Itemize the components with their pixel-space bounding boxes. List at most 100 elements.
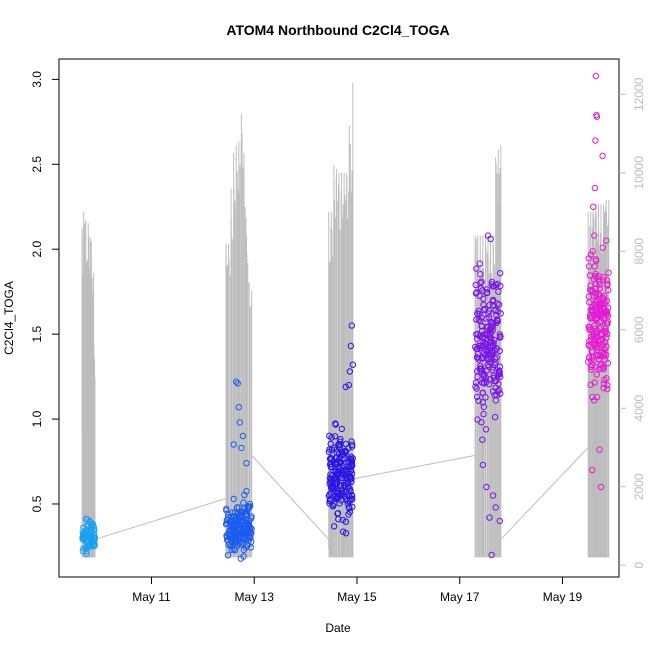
- data-point: [489, 388, 497, 395]
- data-point: [496, 347, 503, 355]
- data-point: [597, 324, 605, 331]
- data-point: [80, 531, 87, 538]
- data-point: [604, 282, 611, 289]
- data-point: [347, 467, 355, 474]
- data-point: [597, 337, 604, 344]
- data-point: [484, 289, 491, 296]
- data-point: [599, 244, 606, 251]
- data-point: [246, 517, 253, 524]
- data-point: [480, 403, 487, 411]
- data-point: [340, 482, 348, 489]
- data-point: [228, 536, 236, 543]
- data-point: [592, 344, 600, 352]
- data-point: [236, 419, 244, 426]
- data-point: [489, 492, 497, 499]
- data-point: [327, 484, 335, 492]
- data-point: [493, 391, 500, 399]
- data-point: [477, 342, 484, 349]
- data-point: [336, 443, 343, 450]
- data-point: [496, 386, 503, 394]
- x-tick-label: May 19: [543, 590, 583, 604]
- data-point: [83, 550, 90, 558]
- data-point: [586, 354, 593, 361]
- data-point: [232, 515, 239, 523]
- data-point: [339, 464, 347, 471]
- data-point: [342, 383, 349, 390]
- data-point: [475, 316, 483, 323]
- data-point: [493, 354, 500, 361]
- data-point: [325, 448, 333, 455]
- data-point: [479, 399, 486, 406]
- data-point: [342, 530, 350, 537]
- data-point: [485, 307, 493, 315]
- data-point: [590, 397, 598, 404]
- data-point: [238, 528, 245, 535]
- data-point: [604, 304, 612, 311]
- data-point: [588, 366, 595, 373]
- data-point: [597, 483, 605, 491]
- data-point: [223, 517, 231, 524]
- data-point: [591, 301, 598, 308]
- data-point: [348, 322, 355, 329]
- data-point: [345, 444, 352, 452]
- data-point: [591, 263, 598, 270]
- data-point: [335, 474, 342, 481]
- data-point: [480, 301, 487, 308]
- data-point: [588, 306, 596, 314]
- data-point: [238, 444, 245, 452]
- y2-tick-label: 10000: [632, 156, 646, 190]
- data-point: [496, 517, 503, 525]
- data-point: [494, 318, 501, 325]
- data-point: [593, 327, 600, 335]
- data-point: [237, 534, 244, 541]
- data-point: [347, 342, 354, 350]
- data-point: [331, 500, 338, 507]
- data-point: [472, 281, 479, 289]
- data-point: [483, 286, 491, 293]
- data-point: [326, 475, 334, 482]
- data-point: [487, 326, 494, 333]
- data-point: [592, 256, 599, 263]
- data-point: [599, 152, 606, 160]
- data-point: [592, 303, 600, 310]
- data-point: [604, 308, 611, 316]
- altitude-transit-line: [94, 498, 227, 540]
- data-point: [230, 530, 238, 537]
- data-point: [587, 363, 595, 370]
- data-point: [596, 285, 604, 292]
- data-point: [486, 514, 493, 521]
- data-point: [342, 518, 349, 525]
- data-point: [326, 497, 333, 505]
- data-point: [474, 416, 481, 423]
- altitude-transit-line: [352, 454, 476, 480]
- data-point: [589, 466, 596, 474]
- data-point: [480, 295, 487, 302]
- data-point: [601, 353, 608, 360]
- data-point: [601, 376, 608, 384]
- data-point: [346, 505, 353, 512]
- data-point: [347, 474, 355, 481]
- data-point: [232, 529, 239, 536]
- data-point: [593, 314, 601, 321]
- data-point: [587, 381, 594, 388]
- x-tick-label: May 15: [337, 590, 377, 604]
- data-point: [341, 471, 348, 479]
- data-point: [596, 281, 603, 288]
- data-point: [598, 362, 605, 369]
- data-point: [491, 413, 499, 421]
- data-point: [473, 289, 480, 296]
- data-point: [90, 523, 98, 531]
- data-point: [595, 355, 602, 363]
- data-point: [478, 323, 485, 330]
- data-point: [487, 319, 495, 326]
- data-point: [586, 286, 594, 294]
- data-point: [487, 334, 495, 342]
- y2-tick-label: 8000: [632, 238, 646, 265]
- data-point: [596, 292, 604, 299]
- data-point: [490, 374, 498, 382]
- data-point: [604, 312, 612, 320]
- data-point: [327, 464, 335, 471]
- data-point: [239, 432, 247, 440]
- y-axis: 0.5 1.0 1.5 2.0 2.5 3.0: [30, 71, 59, 512]
- data-point: [479, 436, 486, 443]
